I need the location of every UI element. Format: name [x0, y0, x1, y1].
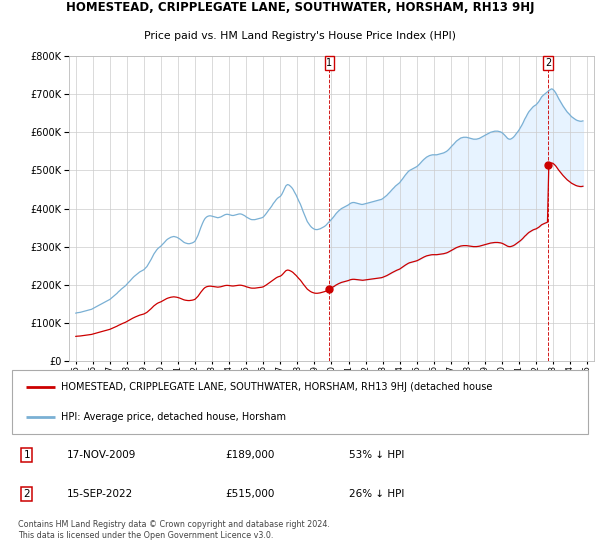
Text: HPI: Average price, detached house, Horsham: HPI: Average price, detached house, Hors…	[61, 412, 286, 422]
Text: £189,000: £189,000	[225, 450, 274, 460]
Text: HOMESTEAD, CRIPPLEGATE LANE, SOUTHWATER, HORSHAM, RH13 9HJ: HOMESTEAD, CRIPPLEGATE LANE, SOUTHWATER,…	[66, 1, 534, 14]
Text: 2: 2	[23, 489, 30, 498]
FancyBboxPatch shape	[12, 370, 588, 434]
Text: 15-SEP-2022: 15-SEP-2022	[67, 489, 133, 498]
Text: 2: 2	[545, 58, 551, 68]
Text: 26% ↓ HPI: 26% ↓ HPI	[349, 489, 404, 498]
Text: 1: 1	[23, 450, 30, 460]
Text: Price paid vs. HM Land Registry's House Price Index (HPI): Price paid vs. HM Land Registry's House …	[144, 31, 456, 41]
Text: 17-NOV-2009: 17-NOV-2009	[67, 450, 136, 460]
Text: 53% ↓ HPI: 53% ↓ HPI	[349, 450, 404, 460]
Text: HOMESTEAD, CRIPPLEGATE LANE, SOUTHWATER, HORSHAM, RH13 9HJ (detached house: HOMESTEAD, CRIPPLEGATE LANE, SOUTHWATER,…	[61, 382, 493, 392]
Text: £515,000: £515,000	[225, 489, 274, 498]
Text: 1: 1	[326, 58, 332, 68]
Text: Contains HM Land Registry data © Crown copyright and database right 2024.
This d: Contains HM Land Registry data © Crown c…	[18, 520, 329, 539]
